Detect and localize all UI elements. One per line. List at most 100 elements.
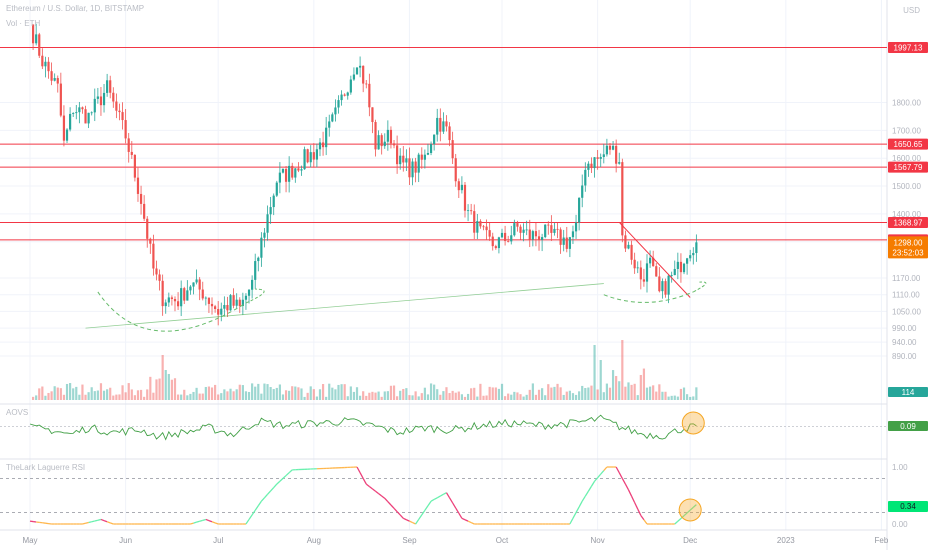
candle-body xyxy=(57,78,59,84)
candle-body xyxy=(368,84,370,107)
volume-bar xyxy=(195,388,197,400)
candle-body xyxy=(177,301,179,306)
volume-bar xyxy=(504,396,506,400)
candle-body xyxy=(257,258,259,261)
volume-bar xyxy=(245,391,247,400)
volume-bar xyxy=(396,396,398,400)
volume-bar xyxy=(313,389,315,400)
candle-body xyxy=(279,173,281,183)
candle-body xyxy=(316,149,318,159)
volume-bar xyxy=(526,395,528,400)
volume-bar xyxy=(165,370,167,400)
candle-body xyxy=(251,280,253,290)
candle-body xyxy=(35,34,37,43)
volume-bar xyxy=(177,395,179,400)
level-price-label: 1650.65 xyxy=(894,140,923,149)
candle-body xyxy=(461,185,463,190)
candle-body xyxy=(501,233,503,237)
time-axis-label: Sep xyxy=(402,536,417,545)
candle-body xyxy=(192,282,194,286)
volume-bar xyxy=(303,397,305,400)
volume-bar xyxy=(103,391,105,400)
volume-bar xyxy=(547,384,549,400)
candle-body xyxy=(356,68,358,75)
candle-body xyxy=(162,281,164,306)
rsi-segment xyxy=(86,522,89,523)
volume-bar xyxy=(273,389,275,400)
volume-bar xyxy=(270,387,272,400)
volume-bar xyxy=(436,389,438,400)
candle-body xyxy=(532,231,534,239)
candle-body xyxy=(519,227,521,233)
volume-bar xyxy=(667,397,669,400)
volume-bar xyxy=(347,396,349,400)
candle-body xyxy=(371,107,373,122)
candle-body xyxy=(408,158,410,177)
candle-body xyxy=(430,144,432,153)
volume-bar xyxy=(529,390,531,400)
candle-body xyxy=(75,112,77,113)
volume-bar xyxy=(621,340,623,400)
volume-bar xyxy=(695,387,697,400)
volume-bar xyxy=(615,376,617,400)
volume-bar xyxy=(523,397,525,400)
candle-body xyxy=(405,158,407,162)
candle-body xyxy=(433,135,435,144)
candle-body xyxy=(612,146,614,150)
candle-body xyxy=(442,121,444,131)
candle-body xyxy=(415,162,417,173)
candle-body xyxy=(183,288,185,300)
volume-bar xyxy=(143,397,145,400)
volume-bar xyxy=(381,397,383,400)
volume-bar xyxy=(310,386,312,400)
candle-body xyxy=(337,100,339,107)
volume-bar xyxy=(226,391,228,400)
volume-bar xyxy=(661,392,663,400)
volume-bar xyxy=(353,392,355,400)
volume-bar xyxy=(356,387,358,400)
volume-bar xyxy=(572,393,574,400)
candle-body xyxy=(427,153,429,155)
candle-body xyxy=(229,295,231,310)
volume-bar xyxy=(239,385,241,400)
volume-bar xyxy=(473,388,475,400)
candle-body xyxy=(115,102,117,111)
volume-bar xyxy=(121,385,123,400)
volume-bar xyxy=(365,396,367,400)
candle-body xyxy=(578,198,580,223)
volume-bar xyxy=(236,389,238,400)
candle-body xyxy=(445,121,447,126)
candle-body xyxy=(260,238,262,258)
candle-body xyxy=(226,305,228,310)
candle-body xyxy=(270,207,272,214)
volume-bar xyxy=(569,391,571,400)
volume-bar xyxy=(371,392,373,400)
candle-body xyxy=(171,297,173,299)
candle-body xyxy=(125,120,127,138)
candle-body xyxy=(492,237,494,247)
candle-body xyxy=(378,135,380,149)
volume-bar xyxy=(233,391,235,400)
candle-body xyxy=(217,309,219,315)
level-price-label: 1368.97 xyxy=(894,219,923,228)
candle-body xyxy=(60,84,62,116)
candle-body xyxy=(615,146,617,164)
candle-body xyxy=(553,229,555,233)
volume-bar xyxy=(402,389,404,400)
volume-bar xyxy=(439,395,441,400)
volume-bar xyxy=(362,391,364,400)
volume-bar xyxy=(470,388,472,400)
volume-bar xyxy=(609,388,611,400)
volume-bar xyxy=(563,395,565,400)
volume-bar xyxy=(328,384,330,400)
candle-body xyxy=(149,239,151,244)
time-axis-label: Oct xyxy=(496,536,509,545)
volume-bar xyxy=(285,390,287,400)
rsi-tick-label: 1.00 xyxy=(892,463,908,472)
volume-bar xyxy=(458,392,460,400)
candle-body xyxy=(436,118,438,135)
candle-body xyxy=(587,164,589,170)
candle-body xyxy=(572,231,574,237)
rsi-segment xyxy=(92,521,95,522)
